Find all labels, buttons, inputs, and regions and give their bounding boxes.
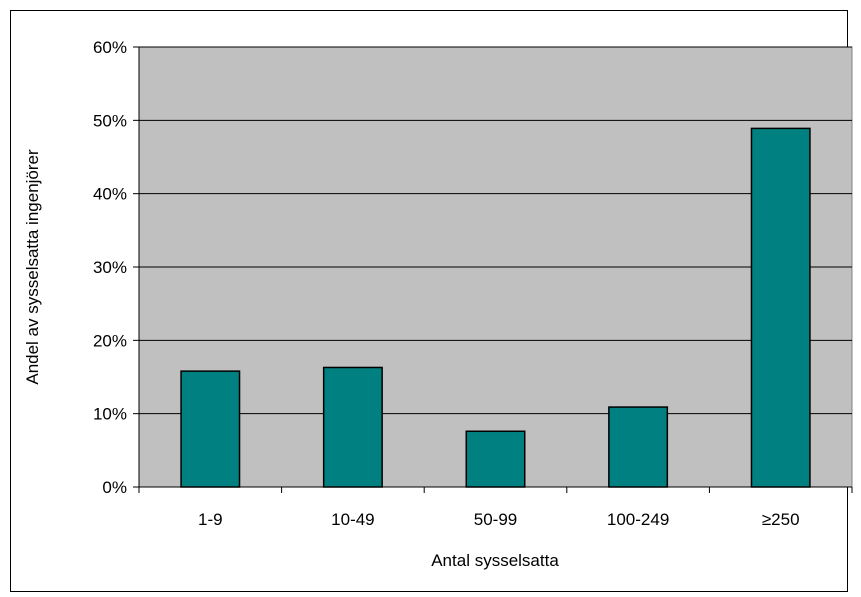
x-tick-label: 10-49	[331, 510, 374, 529]
bars	[180, 127, 811, 488]
y-tick-label: 40%	[93, 185, 127, 204]
y-tick-labels: 0% 10% 20% 30% 40% 50% 60%	[93, 38, 127, 497]
bar	[322, 366, 383, 488]
x-axis-title: Antal sysselsatta	[431, 551, 559, 570]
x-tick-labels: 1-9 10-49 50-99 100-249 ≥250	[198, 510, 800, 529]
y-tick-label: 50%	[93, 111, 127, 130]
y-tick-label: 10%	[93, 405, 127, 424]
x-tick-label: ≥250	[762, 510, 800, 529]
bar	[180, 370, 241, 488]
axes	[133, 46, 853, 493]
x-tick-label: 1-9	[198, 510, 223, 529]
y-tick-label: 60%	[93, 38, 127, 57]
y-tick-label: 30%	[93, 258, 127, 277]
y-tick-label: 0%	[102, 478, 127, 497]
y-tick-label: 20%	[93, 331, 127, 350]
x-tick-label: 50-99	[474, 510, 517, 529]
bar	[750, 127, 811, 488]
y-axis-title: Andel av sysselsatta ingenjörer	[23, 149, 42, 385]
bar	[465, 430, 526, 488]
gridlines	[139, 46, 852, 415]
bar	[608, 406, 669, 488]
x-tick-label: 100-249	[607, 510, 669, 529]
